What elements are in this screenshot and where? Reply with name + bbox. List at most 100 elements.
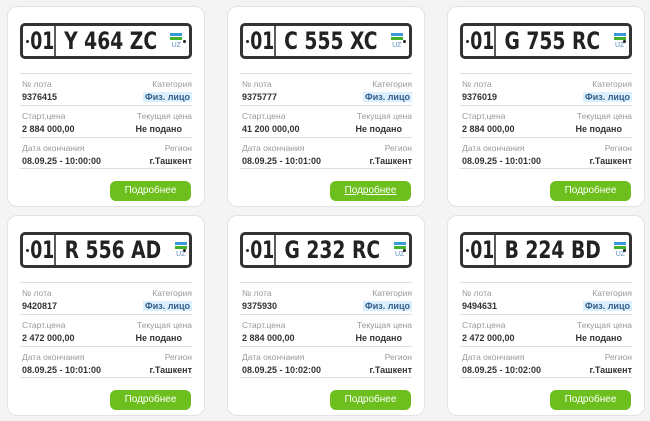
- uz-flag-icon: UZ: [614, 242, 627, 258]
- plate-number: C 555 XC: [284, 27, 378, 55]
- start-price-label: Старт.цена: [242, 320, 286, 330]
- lot-label: № лота: [242, 288, 272, 298]
- license-plate: 01 Y 464 ZC UZ: [20, 23, 192, 59]
- current-price: Не подано: [355, 333, 402, 343]
- lot-label: № лота: [462, 79, 492, 89]
- start-price: 2 472 000,00: [22, 333, 75, 343]
- lot-card[interactable]: 01 Y 464 ZC UZ № лота Категория 9376415 …: [7, 6, 205, 207]
- uz-flag-icon: UZ: [174, 242, 187, 258]
- lot-card[interactable]: 01 G 755 RC UZ № лота Категория 9376019 …: [447, 6, 645, 207]
- plate-bolt-icon: [246, 40, 249, 43]
- license-plate: 01 R 556 AD UZ: [20, 232, 192, 268]
- end-date-label: Дата окончания: [242, 352, 305, 362]
- lot-card[interactable]: 01 R 556 AD UZ № лота Категория 9420817 …: [7, 215, 205, 416]
- current-price-label: Текущая цена: [136, 320, 192, 330]
- category-label: Категория: [592, 79, 632, 89]
- end-date-label: Дата окончания: [22, 143, 85, 153]
- uz-flag-icon: UZ: [393, 242, 406, 258]
- plate-number: G 755 RC: [504, 27, 601, 55]
- current-price: Не подано: [135, 333, 182, 343]
- license-plate: 01 G 755 RC UZ: [460, 23, 632, 59]
- category-badge: Физ. лицо: [143, 301, 192, 311]
- country-code: UZ: [394, 251, 405, 258]
- current-price-label: Текущая цена: [576, 320, 632, 330]
- lot-number: 9420817: [22, 301, 58, 311]
- current-price: Не подано: [135, 124, 182, 134]
- current-price-label: Текущая цена: [576, 111, 632, 121]
- lot-label: № лота: [462, 288, 492, 298]
- region: г.Ташкент: [149, 365, 192, 375]
- category-label: Категория: [372, 79, 412, 89]
- plate-region-code: 01: [250, 235, 276, 265]
- category-badge: Физ. лицо: [363, 301, 412, 311]
- plate-region-code: 01: [470, 235, 496, 265]
- plate-number: Y 464 ZC: [64, 27, 158, 55]
- plate-number: B 224 BD: [504, 236, 601, 264]
- lot-card[interactable]: 01 B 224 BD UZ № лота Категория 9494631 …: [447, 215, 645, 416]
- lot-number: 9494631: [462, 301, 498, 311]
- plate-bolt-icon: [246, 249, 249, 252]
- end-date-label: Дата окончания: [22, 352, 85, 362]
- region: г.Ташкент: [589, 156, 632, 166]
- plate-bolt-icon: [26, 40, 29, 43]
- region: г.Ташкент: [589, 365, 632, 375]
- license-plate: 01 G 232 RC UZ: [240, 232, 412, 268]
- category-badge: Физ. лицо: [363, 92, 412, 102]
- end-date: 08.09.25 - 10:01:00: [462, 156, 542, 166]
- category-label: Категория: [592, 288, 632, 298]
- end-date-label: Дата окончания: [462, 143, 525, 153]
- plate-bolt-icon: [623, 249, 626, 252]
- current-price: Не подано: [575, 124, 622, 134]
- details-button[interactable]: Подробнее: [330, 181, 411, 201]
- license-plate: 01 B 224 BD UZ: [460, 232, 632, 268]
- region: г.Ташкент: [369, 156, 412, 166]
- start-price-label: Старт.цена: [242, 111, 286, 121]
- details-button[interactable]: Подробнее: [550, 181, 631, 201]
- start-price: 2 472 000,00: [462, 333, 515, 343]
- plate-bolt-icon: [183, 40, 186, 43]
- lot-label: № лота: [22, 288, 52, 298]
- details-button[interactable]: Подробнее: [330, 390, 411, 410]
- category-badge: Физ. лицо: [583, 92, 632, 102]
- current-price-label: Текущая цена: [136, 111, 192, 121]
- country-code: UZ: [171, 42, 181, 49]
- plate-region-code: 01: [250, 26, 276, 56]
- details-button[interactable]: Подробнее: [110, 390, 191, 410]
- details-button[interactable]: Подробнее: [550, 390, 631, 410]
- details-button[interactable]: Подробнее: [110, 181, 191, 201]
- end-date: 08.09.25 - 10:00:00: [22, 156, 102, 166]
- country-code: UZ: [392, 42, 402, 49]
- region: г.Ташкент: [369, 365, 412, 375]
- plate-region-code: 01: [30, 26, 56, 56]
- lot-card[interactable]: 01 G 232 RC UZ № лота Категория 9375930 …: [227, 215, 425, 416]
- lot-label: № лота: [22, 79, 52, 89]
- plate-bolt-icon: [466, 249, 469, 252]
- category-label: Категория: [152, 288, 192, 298]
- plate-number: G 232 RC: [284, 236, 381, 264]
- end-date: 08.09.25 - 10:01:00: [242, 156, 322, 166]
- category-badge: Физ. лицо: [143, 92, 192, 102]
- plate-region-code: 01: [30, 235, 56, 265]
- end-date-label: Дата окончания: [242, 143, 305, 153]
- current-price-label: Текущая цена: [356, 320, 412, 330]
- region-label: Регион: [164, 143, 192, 153]
- start-price: 2 884 000,00: [22, 124, 75, 134]
- category-label: Категория: [152, 79, 192, 89]
- plate-bolt-icon: [466, 40, 469, 43]
- start-price: 2 884 000,00: [242, 333, 295, 343]
- lot-number: 9375930: [242, 301, 278, 311]
- category-badge: Физ. лицо: [583, 301, 632, 311]
- start-price-label: Старт.цена: [462, 320, 506, 330]
- current-price-label: Текущая цена: [356, 111, 412, 121]
- uz-flag-icon: UZ: [170, 33, 183, 49]
- country-code: UZ: [176, 251, 186, 258]
- plate-bolt-icon: [623, 40, 626, 43]
- uz-flag-icon: UZ: [390, 33, 403, 49]
- plate-bolt-icon: [26, 249, 29, 252]
- plate-bolt-icon: [403, 40, 406, 43]
- region-label: Регион: [164, 352, 192, 362]
- lot-card[interactable]: 01 C 555 XC UZ № лота Категория 9375777 …: [227, 6, 425, 207]
- end-date: 08.09.25 - 10:02:00: [242, 365, 322, 375]
- start-price-label: Старт.цена: [462, 111, 506, 121]
- start-price: 2 884 000,00: [462, 124, 515, 134]
